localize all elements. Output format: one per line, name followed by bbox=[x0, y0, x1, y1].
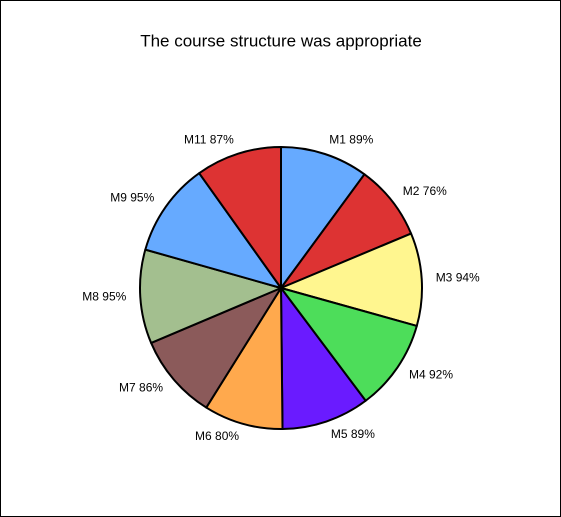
slice-category: M3 bbox=[436, 271, 453, 285]
slice-category: M8 bbox=[82, 290, 99, 304]
pie-slice bbox=[198, 146, 282, 289]
slice-category: M4 bbox=[409, 368, 426, 382]
slice-value-label: 80% bbox=[215, 429, 239, 443]
slice-category: M7 bbox=[119, 381, 136, 395]
slice-label: M11 87% bbox=[184, 133, 234, 147]
slice-value-label: 86% bbox=[139, 381, 163, 395]
pie-slice bbox=[150, 287, 282, 409]
pie-slice bbox=[280, 287, 418, 402]
slice-category: M2 bbox=[403, 184, 420, 198]
slice-value-label: 92% bbox=[429, 368, 453, 382]
slice-label: M7 86% bbox=[119, 381, 163, 395]
slice-value-label: 89% bbox=[351, 427, 375, 441]
slice-category: M1 bbox=[329, 133, 346, 147]
pie-slice bbox=[144, 172, 282, 289]
slice-label: M6 80% bbox=[195, 429, 239, 443]
slice-label: M5 89% bbox=[331, 427, 375, 441]
slice-category: M6 bbox=[195, 429, 212, 443]
slice-category: M11 bbox=[184, 133, 207, 147]
slice-label: M8 95% bbox=[82, 290, 126, 304]
slice-value-label: 89% bbox=[349, 133, 373, 147]
pie-slice bbox=[280, 232, 423, 327]
slice-label: M9 95% bbox=[110, 191, 154, 205]
pie-slice bbox=[205, 287, 284, 430]
slice-value-label: 95% bbox=[130, 191, 154, 205]
slice-label: M4 92% bbox=[409, 368, 453, 382]
pie-slice bbox=[280, 146, 366, 289]
slice-label: M2 76% bbox=[403, 184, 447, 198]
slice-category: M5 bbox=[331, 427, 348, 441]
chart-title: The course structure was appropriate bbox=[140, 31, 422, 50]
pie-slice bbox=[139, 248, 282, 344]
slice-value-label: 87% bbox=[210, 133, 234, 147]
slice-category: M9 bbox=[110, 191, 127, 205]
slice-value-label: 76% bbox=[423, 184, 447, 198]
slice-label: M3 94% bbox=[436, 271, 480, 285]
slice-value-label: 94% bbox=[456, 271, 480, 285]
slice-value-label: 95% bbox=[102, 290, 126, 304]
pie-slice bbox=[280, 287, 367, 430]
slice-label: M1 89% bbox=[329, 133, 373, 147]
